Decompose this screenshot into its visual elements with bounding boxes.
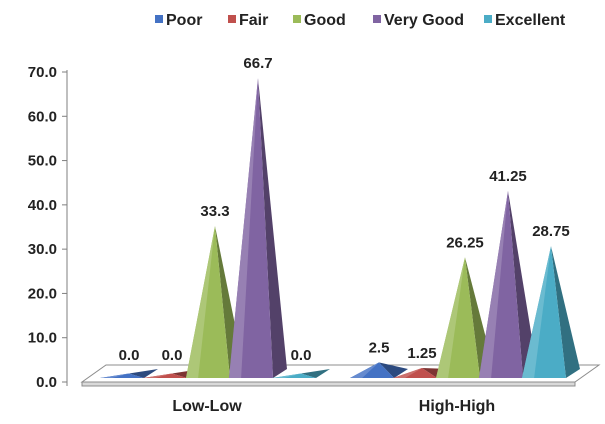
data-label: 0.0 bbox=[119, 347, 140, 364]
bar-very-good-high-high bbox=[479, 190, 537, 378]
y-tick-label: 60.0 bbox=[28, 108, 57, 125]
legend-item-very-good: Very Good bbox=[373, 12, 464, 29]
bar-very-good-low-low bbox=[229, 78, 287, 378]
data-label: 26.25 bbox=[446, 234, 484, 251]
data-label: 41.25 bbox=[489, 168, 527, 185]
legend-item-poor: Poor bbox=[155, 12, 202, 29]
legend-item-good: Good bbox=[293, 12, 346, 29]
bar-poor-low-low bbox=[100, 369, 158, 378]
legend-label: Good bbox=[304, 12, 346, 29]
floor-edge bbox=[81, 381, 576, 387]
bar-excellent-high-high bbox=[522, 246, 580, 378]
bar-excellent-low-low bbox=[272, 369, 330, 378]
legend-swatch bbox=[373, 15, 381, 23]
legend-label: Very Good bbox=[384, 12, 464, 29]
data-label: 33.3 bbox=[200, 203, 229, 220]
legend-label: Excellent bbox=[495, 12, 566, 29]
legend-label: Poor bbox=[166, 12, 202, 29]
y-tick-label: 0.0 bbox=[36, 374, 57, 391]
axes: 0.0 10.0 20.0 30.0 40.0 50.0 60.0 70.0 Low-Low Hi… bbox=[28, 64, 495, 415]
data-label: 2.5 bbox=[369, 339, 390, 356]
bar-poor-high-high bbox=[350, 362, 408, 378]
x-category-label: High-High bbox=[419, 398, 495, 415]
data-label: 1.25 bbox=[407, 345, 436, 362]
y-tick-label: 10.0 bbox=[28, 330, 57, 347]
data-label: 0.0 bbox=[291, 347, 312, 364]
legend-swatch bbox=[228, 15, 236, 23]
data-label: 66.7 bbox=[243, 55, 272, 72]
data-label: 28.75 bbox=[532, 223, 570, 240]
legend-item-fair: Fair bbox=[228, 12, 268, 29]
y-tick-label: 40.0 bbox=[28, 197, 57, 214]
bars bbox=[100, 78, 580, 378]
y-tick-label: 50.0 bbox=[28, 153, 57, 170]
x-category-label: Low-Low bbox=[172, 398, 242, 415]
legend-label: Fair bbox=[239, 12, 268, 29]
data-label: 0.0 bbox=[162, 347, 183, 364]
legend-swatch bbox=[484, 15, 492, 23]
y-tick-label: 20.0 bbox=[28, 285, 57, 302]
legend-item-excellent: Excellent bbox=[484, 12, 566, 29]
y-tick-label: 30.0 bbox=[28, 241, 57, 258]
legend: Poor Fair Good Very Good Excellent bbox=[155, 12, 566, 29]
data-labels: 0.0 0.0 33.3 66.7 0.0 2.5 1.25 26.25 41.25 28.75 bbox=[119, 55, 570, 364]
y-tick-label: 70.0 bbox=[28, 64, 57, 81]
legend-swatch bbox=[155, 15, 163, 23]
legend-swatch bbox=[293, 15, 301, 23]
